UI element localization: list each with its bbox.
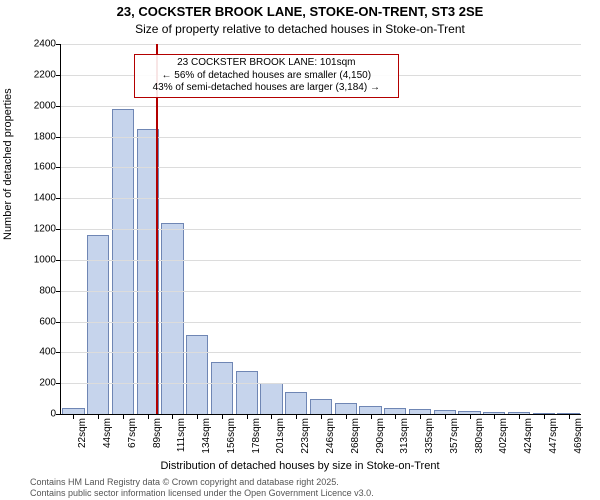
- y-axis-label: Number of detached properties: [2, 88, 14, 240]
- gridline: [61, 260, 581, 261]
- x-tick-mark: [321, 414, 322, 419]
- y-tick-mark: [56, 414, 61, 415]
- chart-subtitle: Size of property relative to detached ho…: [0, 22, 600, 36]
- footnote: Contains HM Land Registry data © Crown c…: [30, 477, 374, 499]
- histogram-bar: [186, 335, 208, 414]
- histogram-bar: [335, 403, 357, 414]
- gridline: [61, 106, 581, 107]
- y-tick-mark: [56, 167, 61, 168]
- x-tick-mark: [371, 414, 372, 419]
- x-tick-mark: [247, 414, 248, 419]
- histogram-bar: [236, 371, 258, 414]
- y-tick-label: 200: [16, 378, 56, 389]
- y-tick-mark: [56, 137, 61, 138]
- x-tick-mark: [222, 414, 223, 419]
- histogram-bar: [285, 392, 307, 414]
- callout-box: 23 COCKSTER BROOK LANE: 101sqm← 56% of d…: [134, 54, 399, 98]
- gridline: [61, 137, 581, 138]
- x-tick-mark: [569, 414, 570, 419]
- y-tick-mark: [56, 260, 61, 261]
- y-tick-mark: [56, 198, 61, 199]
- gridline: [61, 322, 581, 323]
- x-tick-mark: [123, 414, 124, 419]
- chart-title: 23, COCKSTER BROOK LANE, STOKE-ON-TRENT,…: [0, 4, 600, 19]
- histogram-bar: [310, 399, 332, 414]
- x-tick-mark: [296, 414, 297, 419]
- gridline: [61, 291, 581, 292]
- y-tick-mark: [56, 229, 61, 230]
- y-tick-mark: [56, 383, 61, 384]
- y-tick-mark: [56, 44, 61, 45]
- x-tick-mark: [98, 414, 99, 419]
- x-tick-mark: [470, 414, 471, 419]
- y-tick-label: 1000: [16, 254, 56, 265]
- histogram-bar: [211, 362, 233, 414]
- gridline: [61, 44, 581, 45]
- callout-line-1: 23 COCKSTER BROOK LANE: 101sqm: [139, 57, 394, 70]
- histogram-bar: [161, 223, 183, 414]
- x-tick-mark: [271, 414, 272, 419]
- x-tick-mark: [445, 414, 446, 419]
- y-tick-label: 400: [16, 347, 56, 358]
- footnote-line-1: Contains HM Land Registry data © Crown c…: [30, 477, 374, 488]
- gridline: [61, 198, 581, 199]
- x-tick-mark: [420, 414, 421, 419]
- histogram-bar: [87, 235, 109, 414]
- x-tick-mark: [395, 414, 396, 419]
- x-tick-mark: [519, 414, 520, 419]
- x-tick-mark: [346, 414, 347, 419]
- y-tick-label: 1800: [16, 131, 56, 142]
- reference-line: [156, 44, 158, 414]
- x-tick-mark: [197, 414, 198, 419]
- y-tick-label: 0: [16, 409, 56, 420]
- y-tick-label: 800: [16, 285, 56, 296]
- y-tick-label: 1200: [16, 224, 56, 235]
- gridline: [61, 229, 581, 230]
- callout-line-2: ← 56% of detached houses are smaller (4,…: [139, 70, 394, 83]
- y-tick-mark: [56, 322, 61, 323]
- histogram-bar: [112, 109, 134, 414]
- y-tick-mark: [56, 75, 61, 76]
- gridline: [61, 352, 581, 353]
- footnote-line-2: Contains public sector information licen…: [30, 488, 374, 499]
- x-tick-mark: [172, 414, 173, 419]
- gridline: [61, 167, 581, 168]
- histogram-bar: [260, 383, 282, 414]
- plot-area: 0200400600800100012001400160018002000220…: [60, 44, 581, 415]
- x-tick-mark: [544, 414, 545, 419]
- y-tick-mark: [56, 106, 61, 107]
- y-tick-label: 1400: [16, 193, 56, 204]
- x-tick-mark: [73, 414, 74, 419]
- x-tick-mark: [148, 414, 149, 419]
- y-tick-label: 2400: [16, 39, 56, 50]
- y-tick-label: 2200: [16, 69, 56, 80]
- y-tick-label: 2000: [16, 100, 56, 111]
- callout-line-3: 43% of semi-detached houses are larger (…: [139, 82, 394, 95]
- gridline: [61, 383, 581, 384]
- y-tick-mark: [56, 352, 61, 353]
- chart-container: 23, COCKSTER BROOK LANE, STOKE-ON-TRENT,…: [0, 0, 600, 500]
- x-axis-label: Distribution of detached houses by size …: [0, 460, 600, 472]
- histogram-bar: [359, 406, 381, 414]
- y-tick-mark: [56, 291, 61, 292]
- x-tick-mark: [494, 414, 495, 419]
- y-tick-label: 600: [16, 316, 56, 327]
- y-tick-label: 1600: [16, 162, 56, 173]
